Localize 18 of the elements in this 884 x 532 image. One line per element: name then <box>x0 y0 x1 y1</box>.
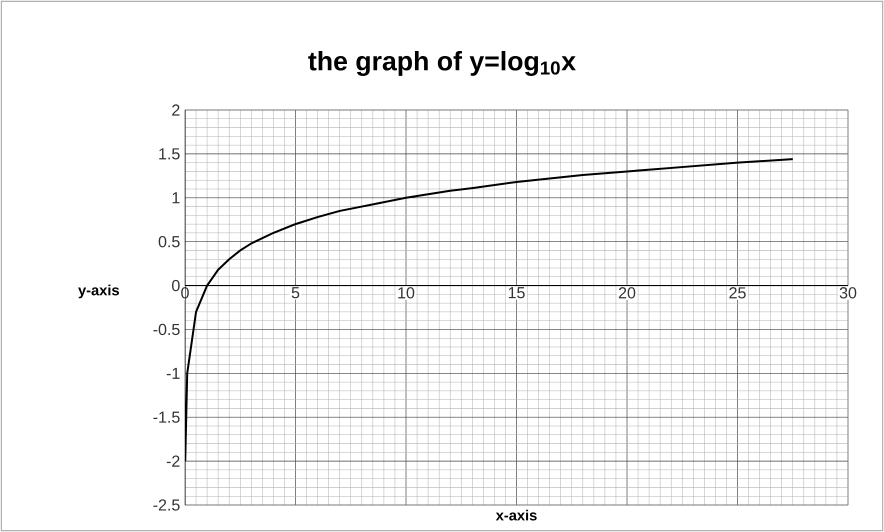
y-tick-label: 0.5 <box>158 236 180 248</box>
x-tick-label: 20 <box>618 287 636 298</box>
y-tick-label: -0.5 <box>153 324 180 336</box>
chart-title: the graph of y=log$_{10}$x <box>308 50 576 76</box>
y-tick-label: -1 <box>166 368 180 379</box>
x-tick-label: 5 <box>292 287 300 298</box>
y-tick-label: 1 <box>172 192 180 204</box>
y-axis-title: y-axis <box>78 284 119 298</box>
y-tick-label: 1.5 <box>159 148 180 160</box>
y-tick-label: -2.5 <box>153 499 180 511</box>
x-axis-title: x-axis <box>496 510 537 520</box>
y-tick-label: 2 <box>172 104 180 116</box>
x-tick-label: 10 <box>398 287 414 298</box>
y-tick-label: -2 <box>166 456 180 467</box>
y-tick-label: -1.5 <box>153 412 180 423</box>
x-tick-label: 30 <box>840 287 856 298</box>
x-tick-label: 25 <box>729 287 746 298</box>
x-tick-label: 15 <box>508 287 525 298</box>
